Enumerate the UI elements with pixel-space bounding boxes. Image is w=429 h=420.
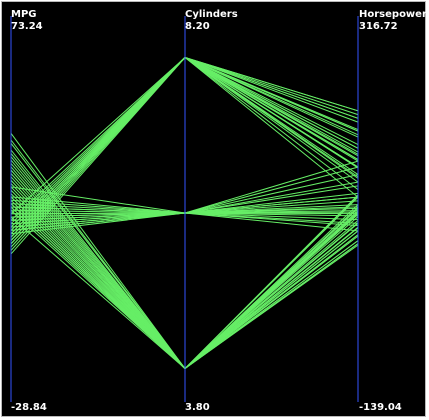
axis-title-mpg: MPG — [11, 9, 37, 20]
axis-max-label-cylinders: 8.20 — [185, 21, 210, 32]
axis-min-label-mpg: -28.84 — [11, 402, 47, 413]
axis-title-horsepower: Horsepower — [359, 9, 427, 20]
axis-max-label-mpg: 73.24 — [11, 21, 43, 32]
axis-min-label-cylinders: 3.80 — [185, 402, 210, 413]
axis-min-label-horsepower: -139.04 — [359, 402, 402, 413]
axis-title-cylinders: Cylinders — [185, 9, 238, 20]
axis-max-label-horsepower: 316.72 — [359, 21, 398, 32]
axes — [10, 16, 359, 402]
